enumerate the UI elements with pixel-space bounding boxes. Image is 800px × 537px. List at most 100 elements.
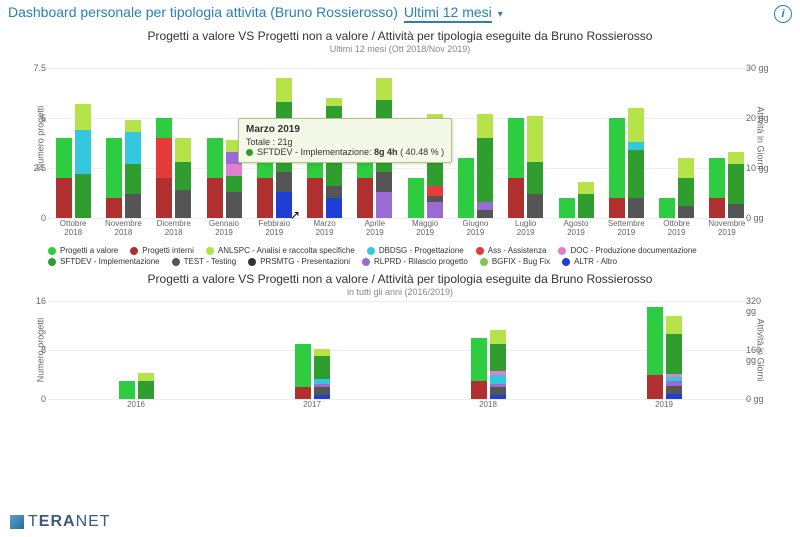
x-axis-label: Dicembre2018 bbox=[149, 220, 199, 238]
x-axis-label: Ottobre2019 bbox=[651, 220, 701, 238]
chart-yearly: Progetti a valore VS Progetti non a valo… bbox=[8, 272, 792, 421]
ytick-right: 320 gg bbox=[746, 296, 772, 316]
dashboard-page: Dashboard personale per tipologia attivi… bbox=[0, 0, 800, 537]
legend-swatch-icon bbox=[476, 247, 484, 255]
bar-activities[interactable] bbox=[477, 58, 493, 218]
legend-item[interactable]: Progetti a valore bbox=[48, 246, 118, 255]
x-axis-label: 2018 bbox=[400, 401, 576, 410]
bar-projects[interactable] bbox=[106, 58, 122, 218]
tooltip-total: Totale : 21g bbox=[246, 137, 444, 147]
info-icon[interactable]: i bbox=[774, 5, 792, 23]
ytick-left: 8 bbox=[28, 345, 46, 355]
legend-swatch-icon bbox=[480, 258, 488, 266]
legend-item[interactable]: Progetti interni bbox=[130, 246, 194, 255]
x-axis-label: Ottobre2018 bbox=[48, 220, 98, 238]
bar-projects[interactable] bbox=[156, 58, 172, 218]
bar-activities[interactable] bbox=[527, 58, 543, 218]
x-axis-label: Aprile2019 bbox=[350, 220, 400, 238]
bar-activities[interactable] bbox=[578, 58, 594, 218]
bar-activities[interactable] bbox=[666, 301, 682, 399]
legend-item[interactable]: PRSMTG - Presentazioni bbox=[248, 257, 350, 266]
bar-projects[interactable] bbox=[56, 58, 72, 218]
tooltip-dot-icon bbox=[246, 149, 253, 156]
ytick-left: 5 bbox=[28, 113, 46, 123]
legend-item[interactable]: ALTR - Altro bbox=[562, 257, 617, 266]
x-axis-label: Novembre2018 bbox=[98, 220, 148, 238]
dropdown-caret-icon[interactable]: ▾ bbox=[498, 9, 503, 20]
bar-projects[interactable] bbox=[207, 58, 223, 218]
chart1-xlabels: Ottobre2018Novembre2018Dicembre2018Genna… bbox=[48, 218, 752, 240]
page-title: Dashboard personale per tipologia attivi… bbox=[8, 4, 398, 20]
bar-projects[interactable] bbox=[508, 58, 524, 218]
bar-activities[interactable] bbox=[75, 58, 91, 218]
bar-projects[interactable] bbox=[119, 301, 135, 399]
x-axis-label: Maggio2019 bbox=[400, 220, 450, 238]
bar-projects[interactable] bbox=[559, 58, 575, 218]
legend-item[interactable]: BGFIX - Bug Fix bbox=[480, 257, 550, 266]
legend-item[interactable]: Ass - Assistenza bbox=[476, 246, 547, 255]
x-axis-label: Luglio2019 bbox=[501, 220, 551, 238]
period-selector[interactable]: Ultimi 12 mesi bbox=[404, 4, 492, 23]
legend-swatch-icon bbox=[562, 258, 570, 266]
legend-swatch-icon bbox=[130, 247, 138, 255]
bar-activities[interactable] bbox=[728, 58, 744, 218]
legend-label: Progetti interni bbox=[142, 246, 194, 255]
legend-label: TEST - Testing bbox=[184, 257, 237, 266]
x-axis-label: Marzo2019 bbox=[299, 220, 349, 238]
x-axis-label: 2016 bbox=[48, 401, 224, 410]
chart2-title: Progetti a valore VS Progetti non a valo… bbox=[8, 272, 792, 286]
legend-swatch-icon bbox=[48, 247, 56, 255]
legend-swatch-icon bbox=[248, 258, 256, 266]
bar-projects[interactable] bbox=[609, 58, 625, 218]
bar-activities[interactable] bbox=[125, 58, 141, 218]
chart2-subtitle: in tutti gli anni (2016/2019) bbox=[8, 287, 792, 297]
legend-item[interactable]: DOC - Produzione documentazione bbox=[558, 246, 696, 255]
bar-projects[interactable] bbox=[709, 58, 725, 218]
chart1-area: Numero progetti Attività in Giorni 02.55… bbox=[8, 58, 792, 218]
bar-projects[interactable] bbox=[659, 58, 675, 218]
brand-logo: TERANET bbox=[10, 513, 111, 531]
x-axis-label: Agosto2019 bbox=[551, 220, 601, 238]
legend-item[interactable]: TEST - Testing bbox=[172, 257, 237, 266]
legend-swatch-icon bbox=[206, 247, 214, 255]
chart-legend: Progetti a valore Progetti interni ANLSPC … bbox=[48, 246, 752, 266]
legend-label: BGFIX - Bug Fix bbox=[492, 257, 550, 266]
chart-monthly: Progetti a valore VS Progetti non a valo… bbox=[8, 29, 792, 266]
page-header: Dashboard personale per tipologia attivi… bbox=[0, 0, 800, 25]
bar-activities[interactable] bbox=[138, 301, 154, 399]
bar-activities[interactable] bbox=[490, 301, 506, 399]
logo-mark-icon bbox=[10, 515, 24, 529]
bar-activities[interactable] bbox=[678, 58, 694, 218]
bar-activities[interactable] bbox=[628, 58, 644, 218]
legend-swatch-icon bbox=[367, 247, 375, 255]
bar-projects[interactable] bbox=[471, 301, 487, 399]
bar-projects[interactable] bbox=[458, 58, 474, 218]
chart1-subtitle: Ultimi 12 mesi (Ott 2018/Nov 2019) bbox=[8, 44, 792, 54]
legend-label: RLPRD - Rilascio progetto bbox=[374, 257, 468, 266]
x-axis-label: 2017 bbox=[224, 401, 400, 410]
legend-swatch-icon bbox=[48, 258, 56, 266]
x-axis-label: Giugno2019 bbox=[450, 220, 500, 238]
x-axis-label: Settembre2019 bbox=[601, 220, 651, 238]
legend-label: Ass - Assistenza bbox=[488, 246, 547, 255]
legend-swatch-icon bbox=[558, 247, 566, 255]
legend-label: Progetti a valore bbox=[60, 246, 118, 255]
ytick-right: 30 gg bbox=[746, 63, 772, 73]
bar-projects[interactable] bbox=[647, 301, 663, 399]
bar-activities[interactable] bbox=[175, 58, 191, 218]
bar-activities[interactable] bbox=[314, 301, 330, 399]
legend-swatch-icon bbox=[172, 258, 180, 266]
legend-item[interactable]: DBDSG - Progettazione bbox=[367, 246, 464, 255]
chart1-title: Progetti a valore VS Progetti non a valo… bbox=[8, 29, 792, 43]
bar-projects[interactable] bbox=[295, 301, 311, 399]
tooltip-row: SFTDEV - Implementazione: 8g 4h ( 40.48 … bbox=[246, 147, 444, 157]
ytick-left: 7.5 bbox=[28, 63, 46, 73]
chart2-plot[interactable] bbox=[48, 301, 752, 399]
ytick-left: 16 bbox=[28, 296, 46, 306]
x-axis-label: Febbraio2019 bbox=[249, 220, 299, 238]
legend-item[interactable]: ANLSPC - Analisi e raccolta specifiche bbox=[206, 246, 355, 255]
ytick-right: 160 gg bbox=[746, 345, 772, 365]
ytick-left: 2.5 bbox=[28, 163, 46, 173]
legend-item[interactable]: SFTDEV - Implementazione bbox=[48, 257, 160, 266]
legend-item[interactable]: RLPRD - Rilascio progetto bbox=[362, 257, 468, 266]
